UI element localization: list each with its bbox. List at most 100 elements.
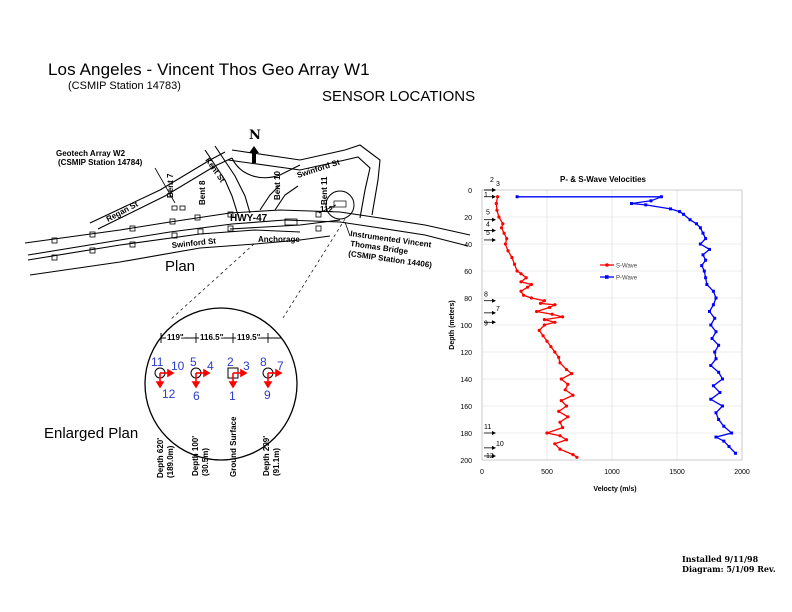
- sensor-10-label: 10: [171, 359, 185, 373]
- sensor-6-label: 6: [193, 389, 200, 403]
- sensor-marker-arrowhead: [492, 310, 496, 315]
- series-point-p-wave: [717, 370, 721, 374]
- spacing-2: 116.5": [200, 333, 224, 342]
- series-point-p-wave: [708, 310, 711, 313]
- bent7-label: Bent 7: [166, 173, 175, 198]
- sensor-marker-label: 5: [486, 210, 490, 217]
- series-point-s-wave: [519, 272, 523, 276]
- series-point-s-wave: [506, 249, 510, 253]
- series-point-p-wave: [705, 283, 709, 286]
- bent8-label: Bent 8: [198, 180, 207, 205]
- series-point-s-wave: [512, 262, 517, 266]
- series-point-s-wave: [558, 447, 562, 451]
- bent10-label: Bent 10: [273, 171, 282, 200]
- series-point-s-wave: [561, 315, 565, 319]
- sensor-marker-label: 10: [496, 441, 504, 448]
- series-point-p-wave: [722, 424, 726, 428]
- series-point-p-wave: [717, 343, 721, 347]
- series-point-p-wave: [711, 303, 715, 307]
- series-point-s-wave: [510, 255, 514, 260]
- swinford-st-bottom-label: Swinford St: [171, 236, 216, 250]
- y-tick-label: 20: [464, 215, 472, 222]
- series-point-p-wave: [730, 431, 734, 435]
- series-point-p-wave: [698, 226, 702, 230]
- series-point-s-wave: [522, 293, 526, 297]
- sensor-marker-arrowhead: [492, 217, 496, 222]
- sensor-marker-label: 3: [496, 181, 500, 188]
- legend-label: S-Wave: [616, 264, 638, 270]
- sensor-marker-arrowhead: [492, 228, 496, 233]
- series-point-s-wave: [535, 309, 539, 314]
- depth-label-1-metric: (189.0m): [166, 445, 175, 478]
- series-point-s-wave: [519, 289, 523, 293]
- series-point-p-wave: [709, 397, 713, 401]
- series-point-s-wave: [499, 226, 504, 230]
- y-tick-label: 180: [460, 431, 472, 438]
- series-point-p-wave: [721, 404, 724, 408]
- series-point-s-wave: [553, 303, 557, 307]
- sensor-marker-label: 7: [496, 306, 500, 313]
- sensor-marker-arrowhead: [492, 194, 496, 199]
- chart-title: P- & S-Wave Velocities: [560, 175, 647, 184]
- series-point-s-wave: [515, 269, 519, 273]
- series-point-p-wave: [700, 264, 704, 268]
- installed-date: Installed 9/11/98: [682, 554, 759, 564]
- series-point-p-wave: [718, 391, 722, 394]
- series-point-s-wave: [561, 426, 565, 430]
- series-point-s-wave: [558, 434, 562, 438]
- page-title: Los Angeles - Vincent Thos Geo Array W1: [48, 60, 370, 79]
- series-point-s-wave: [497, 215, 501, 219]
- series-point-s-wave: [541, 334, 545, 338]
- series-point-p-wave: [710, 337, 714, 340]
- series-point-p-wave: [630, 202, 633, 205]
- series-point-s-wave: [571, 453, 575, 457]
- sensor-marker-label: 12: [486, 453, 494, 460]
- sensor-12-label: 12: [162, 387, 176, 401]
- series-point-s-wave: [496, 195, 500, 199]
- series-point-s-wave: [553, 350, 557, 354]
- series-point-s-wave: [564, 438, 569, 442]
- series-point-p-wave: [704, 237, 708, 241]
- series-point-s-wave: [558, 361, 562, 365]
- sensor-marker-label: 1: [484, 192, 488, 199]
- legend-label: P-Wave: [616, 276, 638, 282]
- series-point-s-wave: [503, 242, 507, 246]
- series-point-s-wave: [505, 237, 509, 241]
- series-point-p-wave: [714, 330, 718, 334]
- series-point-s-wave: [529, 282, 533, 287]
- sensor-5-label: 5: [190, 355, 197, 369]
- series-point-s-wave: [553, 442, 557, 446]
- series-point-s-wave: [564, 367, 569, 372]
- x-tick-label: 0: [480, 469, 484, 476]
- sensor-marker-arrowhead: [492, 237, 496, 242]
- series-point-p-wave: [714, 435, 718, 439]
- sensor-marker-label: 4: [486, 222, 490, 229]
- sensor-2-label: 2: [227, 355, 234, 369]
- depth-label-4-metric: (91.1m): [272, 448, 281, 476]
- sensor-marker-arrowhead: [492, 298, 496, 303]
- spacing-dimension: [160, 333, 281, 343]
- series-point-s-wave: [566, 382, 570, 386]
- spacing-1: 119": [167, 333, 184, 342]
- site-location-circle: [325, 190, 355, 220]
- sensor-4-label: 4: [207, 359, 214, 373]
- sensor-11-label: 11: [151, 355, 164, 369]
- north-label: N: [249, 128, 261, 143]
- series-point-s-wave: [559, 399, 563, 403]
- y-tick-label: 120: [460, 350, 472, 357]
- enlarged-plan-label: Enlarged Plan: [44, 425, 139, 442]
- enlarged-plan-circle: [144, 307, 298, 461]
- sensor-marker-label: 8: [484, 292, 488, 299]
- sensor-8-label: 8: [260, 355, 267, 369]
- distance-label: 112': [320, 205, 335, 214]
- series-point-p-wave: [704, 276, 708, 280]
- series-point-s-wave: [559, 377, 563, 381]
- series-point-s-wave: [545, 339, 549, 343]
- series-point-s-wave: [563, 388, 567, 392]
- enlargement-lines: [169, 218, 346, 321]
- y-tick-label: 40: [464, 242, 472, 249]
- series-point-s-wave: [566, 415, 570, 419]
- diagram-revision: Diagram: 5/1/09 Rev.: [682, 564, 776, 574]
- series-point-p-wave: [714, 357, 718, 361]
